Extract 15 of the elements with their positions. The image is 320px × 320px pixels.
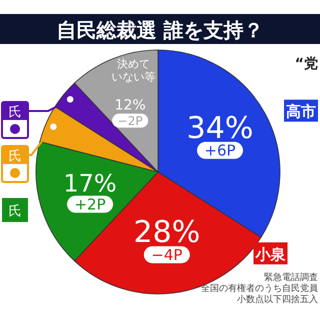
text: “党	[294, 56, 318, 72]
text: 全国の有権者のうち自民党員	[201, 283, 318, 294]
data-label: 34% +6P	[186, 110, 254, 160]
slice-label: 氏	[8, 105, 22, 120]
text: 緊急電話調査	[264, 272, 318, 283]
slice-label: 小泉	[254, 245, 286, 264]
slice-label: 氏	[8, 204, 22, 219]
data-label: 17% +2P	[63, 170, 117, 214]
slice-label: 高市	[286, 102, 316, 121]
text: 小数点以下四捨五入	[237, 294, 318, 305]
data-label: 28% −4P	[134, 215, 200, 264]
slice-label: 氏	[8, 149, 22, 164]
slice-label: 決めていない等	[111, 58, 156, 84]
data-label: 12% −2P	[114, 98, 146, 128]
chart-title: 自民総裁選 誰を支持？	[56, 18, 264, 42]
